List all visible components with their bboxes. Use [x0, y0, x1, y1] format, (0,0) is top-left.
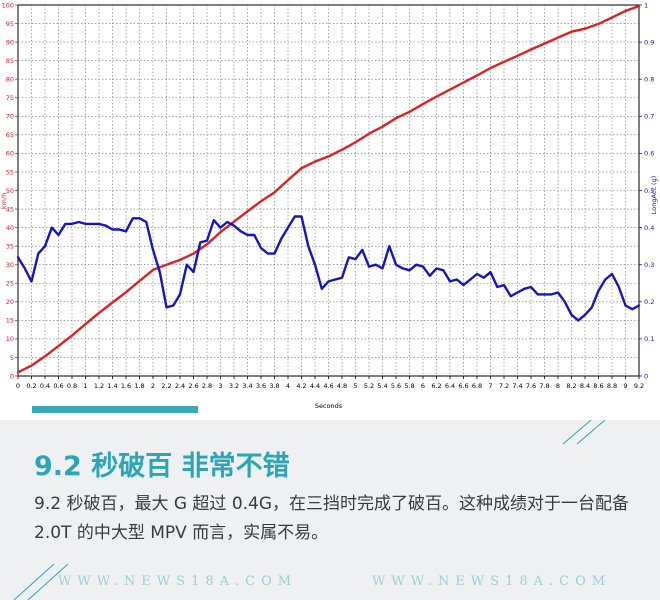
y2-tick-label: 0.9	[644, 38, 654, 46]
x-tick-label: 6.4	[445, 382, 455, 390]
x-tick-label: 4.8	[337, 382, 347, 390]
y-tick-label: 70	[6, 113, 14, 121]
y-tick-label: 85	[6, 57, 14, 65]
x-tick-label: 5.2	[364, 382, 374, 390]
y-tick-label: 25	[6, 280, 14, 288]
y-tick-label: 40	[6, 224, 14, 232]
x-tick-label: 9.2	[634, 382, 644, 390]
x-tick-label: 2.6	[188, 382, 198, 390]
chart-ticks: 0 0.2 0.4 0.6 0.8 1 1.2 1.4 1.6 1.8 2 2.2 2.4 2.6 2.8 3…	[2, 1, 655, 390]
y2-tick-label: 0.2	[644, 298, 654, 306]
x-tick-label: 5.8	[404, 382, 414, 390]
x-tick-label: 2	[151, 382, 155, 390]
x-tick-label: 0.8	[67, 382, 77, 390]
x-tick-label: 8.4	[580, 382, 590, 390]
x-tick-label: 4.6	[323, 382, 333, 390]
x-tick-label: 6.2	[431, 382, 441, 390]
x-tick-label: 5.4	[377, 382, 387, 390]
chart-grid	[18, 5, 639, 376]
speed-series-line	[16, 4, 641, 374]
y-tick-label: 30	[6, 261, 14, 269]
y2-tick-label: 1	[644, 1, 648, 9]
x-tick-label: 6.8	[472, 382, 482, 390]
watermark-right: WWW.NEWS18A.COM	[372, 574, 612, 589]
y2-tick-label: 0	[644, 372, 648, 380]
x-tick-label: 5	[353, 382, 357, 390]
x-axis-label: Seconds	[315, 402, 343, 410]
y2-tick-label: 0.1	[644, 335, 654, 343]
x-tick-label: 1.8	[134, 382, 144, 390]
accent-bar	[32, 406, 198, 413]
y-tick-label: 55	[6, 168, 14, 176]
x-tick-label: 0.4	[40, 382, 50, 390]
y-tick-label: 0	[10, 372, 14, 380]
y2-tick-label: 0.8	[644, 76, 654, 84]
x-tick-label: 4	[286, 382, 290, 390]
x-tick-label: 0	[16, 382, 20, 390]
y2-tick-label: 0.4	[644, 224, 654, 232]
x-tick-label: 3	[218, 382, 222, 390]
x-tick-label: 1	[83, 382, 87, 390]
x-tick-label: 4.4	[310, 382, 320, 390]
y-tick-label: 5	[10, 354, 14, 362]
decor-lines-top-right	[562, 420, 606, 445]
watermark-left: WWW.NEWS18A.COM	[58, 574, 298, 589]
y-tick-label: 100	[2, 1, 14, 9]
x-tick-label: 2.8	[202, 382, 212, 390]
chart-series-layer	[16, 4, 641, 374]
y-tick-label: 35	[6, 242, 14, 250]
y2-tick-label: 0.7	[644, 113, 654, 121]
x-tick-label: 7.8	[539, 382, 549, 390]
y-tick-label: 10	[6, 335, 14, 343]
x-tick-label: 8.6	[593, 382, 603, 390]
y2-tick-label: 0.3	[644, 261, 654, 269]
y-tick-label: 90	[6, 38, 14, 46]
x-tick-label: 3.4	[242, 382, 252, 390]
x-tick-label: 7.6	[526, 382, 536, 390]
x-tick-label: 1.6	[121, 382, 131, 390]
y2-tick-label: 0.6	[644, 150, 654, 158]
x-tick-label: 1.2	[94, 382, 104, 390]
x-tick-label: 8.8	[607, 382, 617, 390]
x-tick-label: 5.6	[391, 382, 401, 390]
y-tick-label: 65	[6, 131, 14, 139]
x-tick-label: 9	[623, 382, 627, 390]
article-panel	[0, 420, 660, 600]
x-tick-label: 7.4	[512, 382, 522, 390]
y2-tick-label: 0.5	[644, 187, 654, 195]
acceleration-chart: 0 0.2 0.4 0.6 0.8 1 1.2 1.4 1.6 1.8 2 2.2 2.4 2.6 2.8 3…	[0, 0, 660, 412]
x-tick-label: 3.8	[269, 382, 279, 390]
y-tick-label: 60	[6, 150, 14, 158]
x-tick-label: 3.2	[229, 382, 239, 390]
y-tick-label: 15	[6, 317, 14, 325]
y-tick-label: 20	[6, 298, 14, 306]
decor-lines-bottom-left	[13, 563, 69, 600]
article-headline: 9.2 秒破百 非常不错	[34, 451, 290, 482]
y-axis-label: km/h	[0, 193, 8, 209]
x-tick-label: 4.2	[296, 382, 306, 390]
acceleration-series-line	[16, 215, 641, 322]
y-tick-label: 50	[6, 187, 14, 195]
y2-axis-label: LongAcc (g)	[650, 176, 658, 214]
article-body: 9.2 秒破百，最大 G 超过 0.4G，在三挡时完成了破百。这种成绩对于一台配…	[34, 494, 630, 543]
x-tick-label: 0.6	[53, 382, 63, 390]
x-tick-label: 6.6	[458, 382, 468, 390]
x-tick-label: 2.4	[175, 382, 185, 390]
x-tick-label: 8	[556, 382, 560, 390]
x-tick-label: 6	[421, 382, 425, 390]
x-tick-label: 7	[488, 382, 492, 390]
x-tick-label: 1.4	[107, 382, 117, 390]
x-tick-label: 3.6	[256, 382, 266, 390]
y-tick-label: 45	[6, 205, 14, 213]
y-tick-label: 95	[6, 20, 14, 28]
x-tick-label: 0.2	[26, 382, 36, 390]
x-tick-label: 2.2	[161, 382, 171, 390]
y-tick-label: 80	[6, 76, 14, 84]
y-tick-label: 75	[6, 94, 14, 102]
x-tick-label: 8.2	[566, 382, 576, 390]
x-tick-label: 7.2	[499, 382, 509, 390]
